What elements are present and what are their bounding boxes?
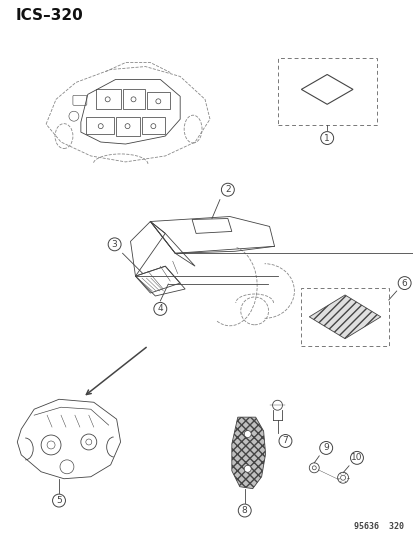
Polygon shape <box>231 417 265 489</box>
Circle shape <box>397 277 410 289</box>
Circle shape <box>52 494 65 507</box>
Circle shape <box>108 238 121 251</box>
Bar <box>277 58 376 125</box>
Text: 7: 7 <box>282 437 287 446</box>
Circle shape <box>244 431 251 438</box>
Circle shape <box>350 451 363 464</box>
Circle shape <box>238 504 251 517</box>
Text: 9: 9 <box>323 443 328 453</box>
Text: 2: 2 <box>225 185 230 194</box>
Text: 1: 1 <box>323 134 329 142</box>
Circle shape <box>221 183 234 196</box>
Text: 6: 6 <box>401 279 406 288</box>
Text: ICS–320: ICS–320 <box>15 8 83 23</box>
Circle shape <box>278 434 291 447</box>
Polygon shape <box>309 295 380 338</box>
Text: 95636  320: 95636 320 <box>353 522 403 531</box>
Text: 5: 5 <box>56 496 62 505</box>
Circle shape <box>319 441 332 455</box>
Text: 10: 10 <box>350 454 362 463</box>
Text: 3: 3 <box>112 240 117 249</box>
Bar <box>301 288 388 345</box>
Circle shape <box>320 132 333 144</box>
Circle shape <box>244 465 251 472</box>
Text: 4: 4 <box>157 304 163 313</box>
Circle shape <box>154 302 166 316</box>
Text: 8: 8 <box>241 506 247 515</box>
